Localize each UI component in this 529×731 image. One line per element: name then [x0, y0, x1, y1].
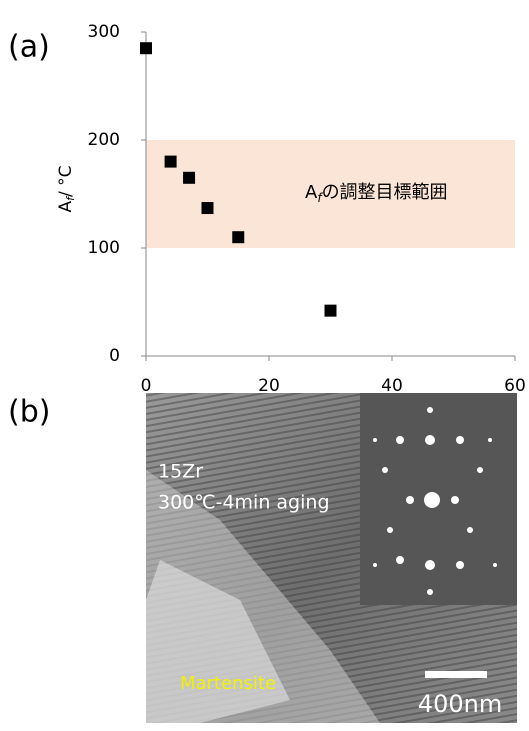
diffraction-spot: [387, 527, 393, 533]
y-label-part: / °C: [56, 165, 76, 197]
band-label: Afの調整目標範囲: [305, 182, 448, 205]
diffraction-spot: [456, 561, 464, 569]
panel-label: (a): [8, 30, 50, 65]
scale-bar: [425, 671, 487, 678]
diffraction-spot: [493, 563, 497, 567]
diffraction-spot: [425, 560, 435, 570]
scale-label: 400nm: [418, 690, 502, 718]
x-tick-label: 40: [381, 376, 403, 396]
band-label-sub: f: [317, 191, 323, 205]
panel-label: (b): [8, 395, 50, 430]
diffraction-spot: [373, 438, 377, 442]
diffraction-spot: [467, 527, 473, 533]
diffraction-spot: [477, 467, 483, 473]
diffraction-spots: [373, 407, 497, 595]
image-label: 300℃-4min aging: [158, 492, 330, 514]
y-tick-label: 100: [88, 238, 120, 258]
diffraction-spot: [488, 438, 492, 442]
diffraction-spot: [427, 589, 433, 595]
point: [201, 202, 214, 215]
micrograph: 15Zr 300℃-4min aging Martensite 400nm: [146, 393, 517, 723]
diffraction-spot: [373, 563, 377, 567]
y-label-sub: f: [64, 195, 77, 201]
diffraction-spot: [396, 556, 404, 564]
band-label-part: の調整目標範囲: [322, 182, 448, 203]
x-tick-label: 0: [141, 376, 152, 396]
diffraction-spot: [424, 492, 440, 508]
point: [324, 304, 337, 317]
band-label-part: A: [305, 182, 318, 203]
x-tick-label: 20: [258, 376, 280, 396]
image-label: 15Zr: [158, 461, 203, 483]
x-tick-label: 60: [504, 376, 526, 396]
diffraction-spot: [451, 496, 459, 504]
scatter-chart: Afの調整目標範囲01002003000204060Aging time/ mi…: [56, 22, 526, 420]
point: [164, 155, 177, 168]
diffraction-spot: [382, 467, 388, 473]
diffraction-spot: [406, 496, 414, 504]
diffraction-spot: [425, 435, 435, 445]
y-tick-label: 200: [88, 130, 120, 150]
target-band: [146, 140, 515, 248]
y-tick-label: 0: [109, 346, 120, 366]
diffraction-spot: [396, 436, 404, 444]
diffraction-spot: [427, 407, 433, 413]
point: [140, 42, 152, 55]
point: [183, 171, 196, 184]
y-label-part: A: [56, 201, 76, 213]
y-tick-label: 300: [88, 22, 120, 42]
phase-label: Martensite: [180, 673, 276, 694]
tem-grain: [146, 560, 290, 723]
diffraction-spot: [456, 436, 464, 444]
y-axis-label: Af/ °C: [56, 165, 77, 212]
point: [232, 231, 245, 244]
